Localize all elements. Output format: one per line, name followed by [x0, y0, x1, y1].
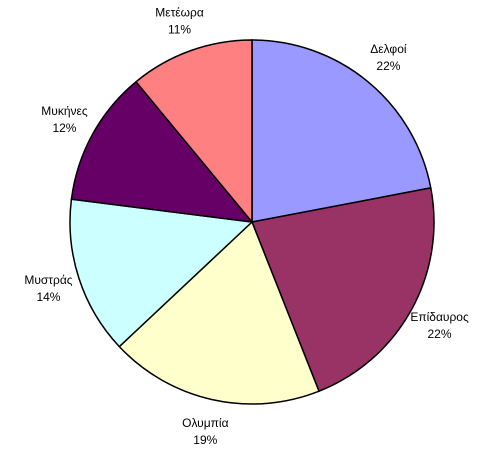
pie-slice: [250, 187, 435, 393]
slice-label: Επίδαυρος: [410, 310, 469, 324]
pie-slice: [251, 39, 432, 223]
slice-label: Μετέωρα: [155, 6, 204, 20]
pie-slice: [118, 220, 320, 405]
pie-slice: [69, 198, 254, 348]
slice-value-label: 12%: [52, 121, 76, 135]
slice-value-label: 19%: [193, 433, 217, 447]
slice-label: Μυκήνες: [41, 104, 88, 118]
slice-value-label: 22%: [428, 327, 452, 341]
slice-value-label: 22%: [376, 59, 400, 73]
pie-slice: [70, 80, 254, 223]
pie-slice: [134, 39, 253, 225]
slice-label: Μυστράς: [24, 273, 72, 287]
slice-value-label: 11%: [168, 23, 191, 37]
slice-label: Ολυμπία: [182, 416, 228, 430]
slice-value-label: 14%: [36, 290, 60, 304]
slice-label: Δελφοί: [370, 42, 407, 56]
